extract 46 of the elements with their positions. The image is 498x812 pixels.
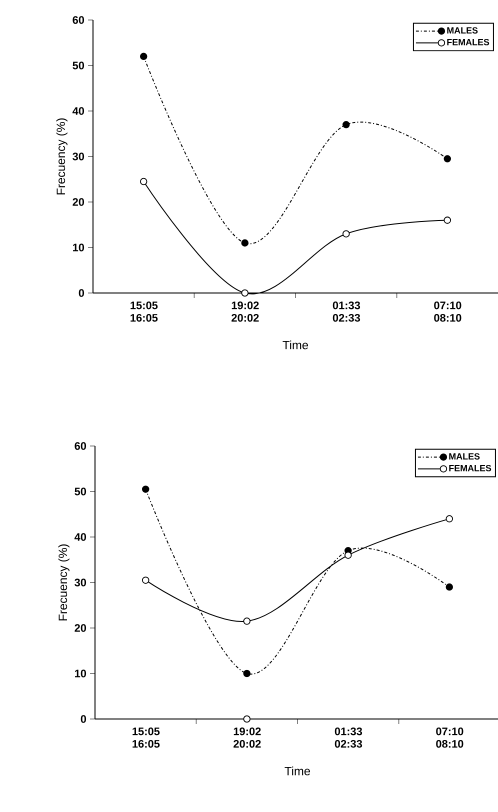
y-tick-label: 40 [72,107,84,115]
y-tick-label: 60 [72,16,84,24]
y-tick-label: 0 [78,289,84,297]
y-tick-label: 10 [72,244,84,252]
y-tick-label: 40 [74,533,86,541]
x-tick-label: 15:05 16:05 [132,728,160,748]
x-tick-label: 19:02 20:02 [234,728,261,748]
point [444,155,452,162]
x-tick-label: 07:10 08:10 [434,302,462,322]
point [241,289,249,297]
x-tick-label: 01:33 02:33 [332,302,360,322]
y-tick-label: 60 [74,442,86,450]
point [140,52,148,60]
x-tick-label: 15:05 16:05 [130,302,158,322]
x-tick-label: 07:10 08:10 [436,728,464,748]
point [344,552,352,559]
legend-label: FEMALES [447,38,490,46]
legend-label: FEMALES [449,464,492,472]
point [243,715,251,723]
point [241,239,249,247]
y-tick-label: 50 [74,488,86,496]
x-tick-label: 19:02 20:02 [232,302,259,322]
point [142,576,150,584]
y-tick-label: 20 [72,198,84,206]
x-axis-title: Time [284,766,310,776]
y-tick-label: 20 [74,624,86,632]
point [446,515,454,522]
y-tick-label: 10 [74,670,86,678]
point [142,486,150,493]
y-axis-title: Frecuency (%) [56,118,68,194]
x-axis-title: Time [282,340,308,350]
point [243,670,251,678]
point [444,216,452,224]
y-tick-label: 0 [80,715,86,723]
point [446,583,454,591]
x-tick-label: 01:33 02:33 [334,728,362,748]
y-tick-label: 50 [72,62,84,70]
point [243,618,251,625]
legend-label: MALES [447,27,478,34]
y-tick-label: 30 [74,578,86,586]
point [342,121,350,128]
legend-label: MALES [449,453,480,460]
y-axis-title: Frecuency (%) [58,544,70,620]
y-tick-label: 30 [72,152,84,160]
point [342,230,350,238]
point [140,178,148,186]
